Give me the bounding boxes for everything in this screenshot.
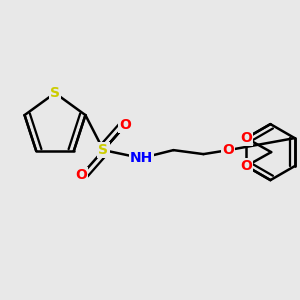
Text: NH: NH bbox=[130, 151, 153, 165]
Text: O: O bbox=[240, 131, 252, 145]
Text: S: S bbox=[50, 86, 60, 100]
Text: S: S bbox=[98, 143, 108, 157]
Text: O: O bbox=[119, 118, 131, 132]
Text: O: O bbox=[223, 143, 234, 157]
Text: O: O bbox=[76, 168, 87, 182]
Text: O: O bbox=[240, 159, 252, 173]
